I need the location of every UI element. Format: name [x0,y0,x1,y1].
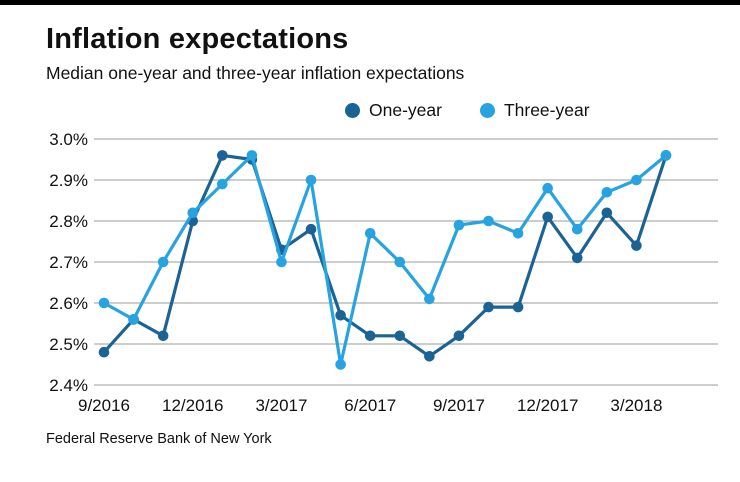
y-axis-tick-label: 2.8% [49,212,88,231]
data-point-three-year [217,178,228,190]
chart-legend: One-year Three-year [345,100,740,121]
data-point-three-year [335,359,346,370]
data-point-one-year [364,330,376,342]
data-point-three-year [571,223,583,235]
x-axis-tick-label: 6/2017 [344,396,396,415]
x-axis-tick-label: 12/2016 [162,396,223,415]
y-axis-tick-label: 2.7% [49,253,88,272]
one-year-legend-dot-icon [345,103,360,118]
legend-item-one-year: One-year [345,100,442,121]
data-point-one-year [305,223,317,235]
y-axis-tick-label: 2.4% [49,376,88,395]
x-axis-tick-label: 9/2016 [78,396,130,415]
legend-label-three-year: Three-year [503,100,590,120]
data-point-one-year [601,207,613,219]
series-line-three-year [102,153,668,367]
data-point-one-year [157,330,169,342]
data-point-three-year [631,174,642,186]
data-point-three-year [512,228,524,239]
data-point-one-year [512,301,524,313]
data-point-one-year [335,310,346,321]
line-chart: 3.0% 2.9% 2.8% 2.7% 2.6% 2.5% 2.4%9/2016 12/201… [49,130,718,415]
data-point-three-year [246,150,258,161]
page-title: Inflation expectations [46,23,349,55]
data-point-one-year [631,240,642,251]
y-axis-tick-label: 2.6% [49,294,88,313]
x-axis-tick-label: 9/2017 [433,396,485,415]
data-point-one-year [542,211,553,223]
data-point-three-year [601,187,613,198]
data-point-three-year [276,256,287,268]
data-point-one-year [98,346,110,358]
data-point-one-year [394,330,406,342]
data-point-one-year [483,301,494,313]
legend-item-three-year: Three-year [479,100,590,121]
data-point-three-year [660,150,672,161]
data-point-one-year [424,351,435,362]
data-point-one-year [571,252,583,264]
data-point-three-year [424,293,435,305]
y-axis-tick-label: 2.5% [49,335,88,354]
data-point-three-year [187,207,199,219]
data-point-three-year [542,182,553,194]
chart-source: Federal Reserve Bank of New York [46,431,272,447]
legend-label-one-year: One-year [369,100,442,120]
data-point-three-year [98,297,110,309]
page-subtitle: Median one-year and three-year inflation… [46,63,465,83]
data-point-three-year [128,314,139,325]
x-axis-tick-label: 3/2017 [255,396,307,415]
x-axis-tick-label: 12/2017 [517,396,578,415]
data-point-three-year [364,228,376,239]
data-point-three-year [394,256,406,268]
y-axis-tick-label: 2.9% [49,171,88,190]
data-point-three-year [483,215,494,227]
y-axis-tick-label: 3.0% [49,130,88,149]
data-point-three-year [453,219,465,231]
data-point-three-year [157,256,169,268]
data-point-one-year [453,330,465,342]
data-point-three-year [305,174,317,186]
three-year-legend-dot-icon [479,103,495,118]
x-axis-tick-label: 3/2018 [610,396,662,415]
data-point-one-year [217,150,228,161]
